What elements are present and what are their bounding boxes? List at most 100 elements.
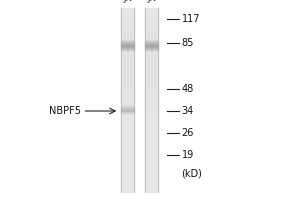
Bar (121, 122, 134, 123)
Bar (121, 154, 134, 155)
Bar (145, 153, 158, 154)
Bar (145, 75, 158, 76)
Bar (145, 11, 158, 12)
Text: 117: 117 (182, 14, 200, 24)
Bar (121, 159, 134, 160)
Bar (145, 130, 158, 131)
Bar (145, 28, 158, 29)
Bar (145, 81, 158, 82)
Bar (145, 175, 158, 176)
Bar (145, 42, 158, 43)
Bar (121, 99, 134, 100)
Bar (145, 126, 158, 127)
Bar (145, 69, 158, 70)
Bar (145, 140, 158, 141)
Bar (121, 156, 134, 157)
Bar (121, 120, 134, 121)
Bar (145, 173, 158, 174)
Bar (121, 19, 134, 20)
Bar (121, 36, 134, 37)
Bar (121, 60, 134, 61)
Bar (145, 163, 158, 164)
Bar (121, 148, 134, 149)
Bar (145, 107, 158, 108)
Bar (145, 138, 158, 139)
Bar (121, 165, 134, 166)
Bar (145, 38, 158, 39)
Bar (121, 30, 134, 31)
Bar (145, 190, 158, 191)
Bar (145, 79, 158, 80)
Bar (121, 191, 134, 192)
Bar (121, 93, 134, 94)
Bar (121, 49, 134, 50)
Bar (145, 50, 158, 51)
Bar (121, 174, 134, 175)
Bar (121, 80, 134, 81)
Bar (145, 122, 158, 123)
Bar (145, 52, 158, 53)
Bar (145, 80, 158, 81)
Bar (121, 23, 134, 24)
Bar (145, 30, 158, 31)
Bar (121, 81, 134, 82)
Bar (121, 118, 134, 119)
Bar (145, 157, 158, 158)
Bar (121, 145, 134, 146)
Bar (121, 124, 134, 125)
Bar (121, 142, 134, 143)
Bar (145, 132, 158, 133)
Bar (121, 103, 134, 104)
Bar (121, 92, 134, 93)
Bar (121, 115, 134, 116)
Bar (145, 164, 158, 165)
Bar (121, 126, 134, 127)
Bar (121, 18, 134, 19)
Bar (121, 52, 134, 53)
Bar (121, 95, 134, 96)
Bar (145, 184, 158, 185)
Text: NBPF5: NBPF5 (49, 106, 81, 116)
Bar (121, 187, 134, 188)
Bar (145, 147, 158, 148)
Bar (121, 55, 134, 56)
Bar (121, 68, 134, 69)
Bar (121, 74, 134, 75)
Bar (121, 112, 134, 113)
Bar (121, 153, 134, 154)
Bar (121, 135, 134, 136)
Bar (121, 131, 134, 132)
Bar (121, 169, 134, 170)
Bar (145, 179, 158, 180)
Bar (145, 45, 158, 46)
Bar (121, 73, 134, 74)
Bar (145, 34, 158, 35)
Bar (145, 20, 158, 21)
Bar (145, 145, 158, 146)
Bar (145, 129, 158, 130)
Bar (145, 182, 158, 183)
Bar (145, 180, 158, 181)
Text: JK: JK (123, 0, 132, 3)
Bar (145, 93, 158, 94)
Bar (121, 90, 134, 91)
Bar (145, 31, 158, 32)
Bar (121, 171, 134, 172)
Bar (145, 151, 158, 152)
Bar (145, 66, 158, 67)
Bar (121, 40, 134, 41)
Bar (121, 127, 134, 128)
Bar (145, 87, 158, 88)
Bar (121, 89, 134, 90)
Bar (145, 44, 158, 45)
Bar (121, 104, 134, 105)
Bar (145, 100, 158, 101)
Bar (145, 58, 158, 59)
Bar (145, 13, 158, 14)
Bar (121, 96, 134, 97)
Bar (121, 27, 134, 28)
Bar (121, 133, 134, 134)
Bar (121, 152, 134, 153)
Bar (121, 189, 134, 190)
Bar (121, 151, 134, 152)
